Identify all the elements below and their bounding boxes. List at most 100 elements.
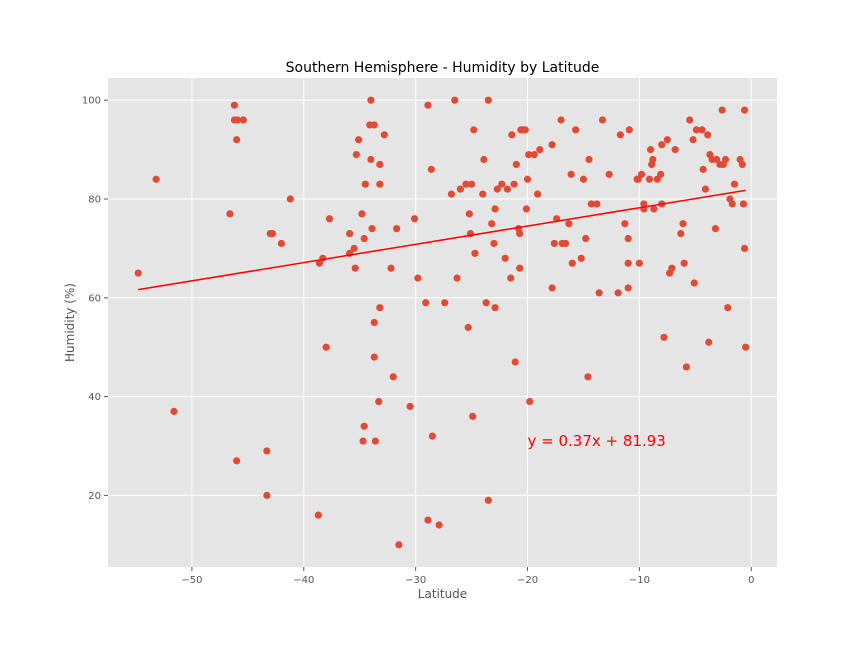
data-point bbox=[387, 264, 395, 272]
data-point bbox=[516, 229, 524, 238]
x-tick-label: −30 bbox=[405, 575, 426, 586]
data-point bbox=[507, 274, 515, 282]
data-point bbox=[471, 249, 479, 257]
data-point bbox=[233, 136, 241, 144]
data-point bbox=[646, 146, 655, 154]
data-point bbox=[689, 136, 697, 144]
data-point bbox=[491, 304, 499, 312]
regression-line bbox=[138, 189, 746, 291]
data-point bbox=[658, 141, 666, 149]
data-point bbox=[152, 175, 160, 183]
data-point bbox=[721, 155, 730, 164]
data-point bbox=[522, 205, 531, 213]
y-tick-label: 20 bbox=[88, 491, 101, 502]
data-point bbox=[435, 521, 443, 529]
data-point bbox=[427, 165, 435, 173]
data-point bbox=[510, 180, 518, 188]
data-point bbox=[523, 175, 532, 183]
data-point bbox=[525, 150, 533, 159]
data-point bbox=[730, 180, 739, 188]
data-point bbox=[370, 318, 378, 327]
data-point bbox=[699, 165, 707, 173]
data-point bbox=[624, 259, 632, 267]
data-point bbox=[367, 96, 375, 104]
data-point bbox=[462, 180, 470, 188]
grid-lines bbox=[108, 78, 777, 567]
data-point bbox=[322, 343, 330, 351]
data-point bbox=[577, 254, 585, 262]
data-point bbox=[370, 121, 378, 129]
data-point bbox=[536, 146, 544, 154]
data-point bbox=[359, 437, 367, 445]
data-point bbox=[587, 200, 595, 208]
data-point bbox=[375, 397, 383, 406]
data-point bbox=[614, 289, 622, 297]
x-axis-label: Latitude bbox=[418, 587, 467, 601]
data-point bbox=[512, 160, 520, 169]
data-point bbox=[376, 160, 384, 169]
data-point bbox=[657, 170, 665, 178]
data-point bbox=[424, 101, 432, 109]
data-point bbox=[660, 333, 668, 341]
data-point bbox=[638, 170, 646, 178]
data-point bbox=[447, 190, 456, 198]
data-point bbox=[739, 200, 748, 208]
data-point bbox=[467, 180, 476, 188]
y-tick-label: 80 bbox=[88, 195, 101, 206]
data-point bbox=[561, 239, 570, 248]
data-point bbox=[134, 269, 142, 277]
data-point bbox=[692, 126, 701, 134]
data-point bbox=[690, 279, 698, 287]
data-point bbox=[740, 244, 749, 253]
data-point bbox=[286, 195, 294, 203]
data-point bbox=[367, 155, 375, 164]
data-point bbox=[376, 304, 384, 312]
data-point bbox=[585, 155, 593, 164]
data-point bbox=[679, 220, 687, 228]
data-point bbox=[493, 185, 501, 193]
data-point bbox=[370, 353, 378, 361]
data-point bbox=[728, 200, 736, 208]
data-point bbox=[422, 299, 430, 307]
data-point bbox=[358, 210, 366, 218]
data-point bbox=[598, 116, 607, 124]
data-point bbox=[350, 244, 358, 253]
data-point bbox=[557, 116, 565, 124]
data-point bbox=[239, 116, 247, 124]
data-point bbox=[170, 407, 178, 416]
data-point bbox=[565, 220, 573, 228]
data-point bbox=[360, 234, 368, 243]
data-point bbox=[621, 220, 629, 228]
data-point bbox=[393, 225, 401, 233]
data-point bbox=[595, 289, 603, 297]
data-point bbox=[718, 106, 726, 114]
data-point bbox=[579, 175, 588, 183]
data-point bbox=[616, 131, 624, 139]
data-point bbox=[548, 284, 556, 292]
data-point bbox=[645, 175, 654, 183]
regression-equation: y = 0.37x + 81.93 bbox=[528, 432, 666, 450]
data-point bbox=[277, 239, 286, 248]
data-point bbox=[414, 274, 422, 282]
data-point bbox=[533, 190, 542, 198]
data-point bbox=[593, 200, 601, 208]
data-point bbox=[351, 264, 359, 272]
data-point bbox=[428, 432, 437, 440]
data-point bbox=[740, 106, 749, 114]
x-tick-label: −50 bbox=[181, 575, 202, 586]
data-point bbox=[711, 225, 720, 233]
data-point bbox=[704, 131, 712, 139]
data-point bbox=[410, 215, 419, 223]
data-point bbox=[680, 259, 688, 267]
y-tick-label: 100 bbox=[82, 96, 101, 107]
data-point bbox=[650, 205, 658, 213]
data-point bbox=[701, 185, 710, 193]
data-point bbox=[233, 457, 241, 465]
data-point bbox=[640, 200, 648, 208]
data-point bbox=[352, 150, 360, 159]
data-point bbox=[488, 220, 496, 228]
data-point bbox=[484, 96, 492, 104]
data-point bbox=[624, 284, 632, 292]
data-point bbox=[484, 496, 492, 504]
